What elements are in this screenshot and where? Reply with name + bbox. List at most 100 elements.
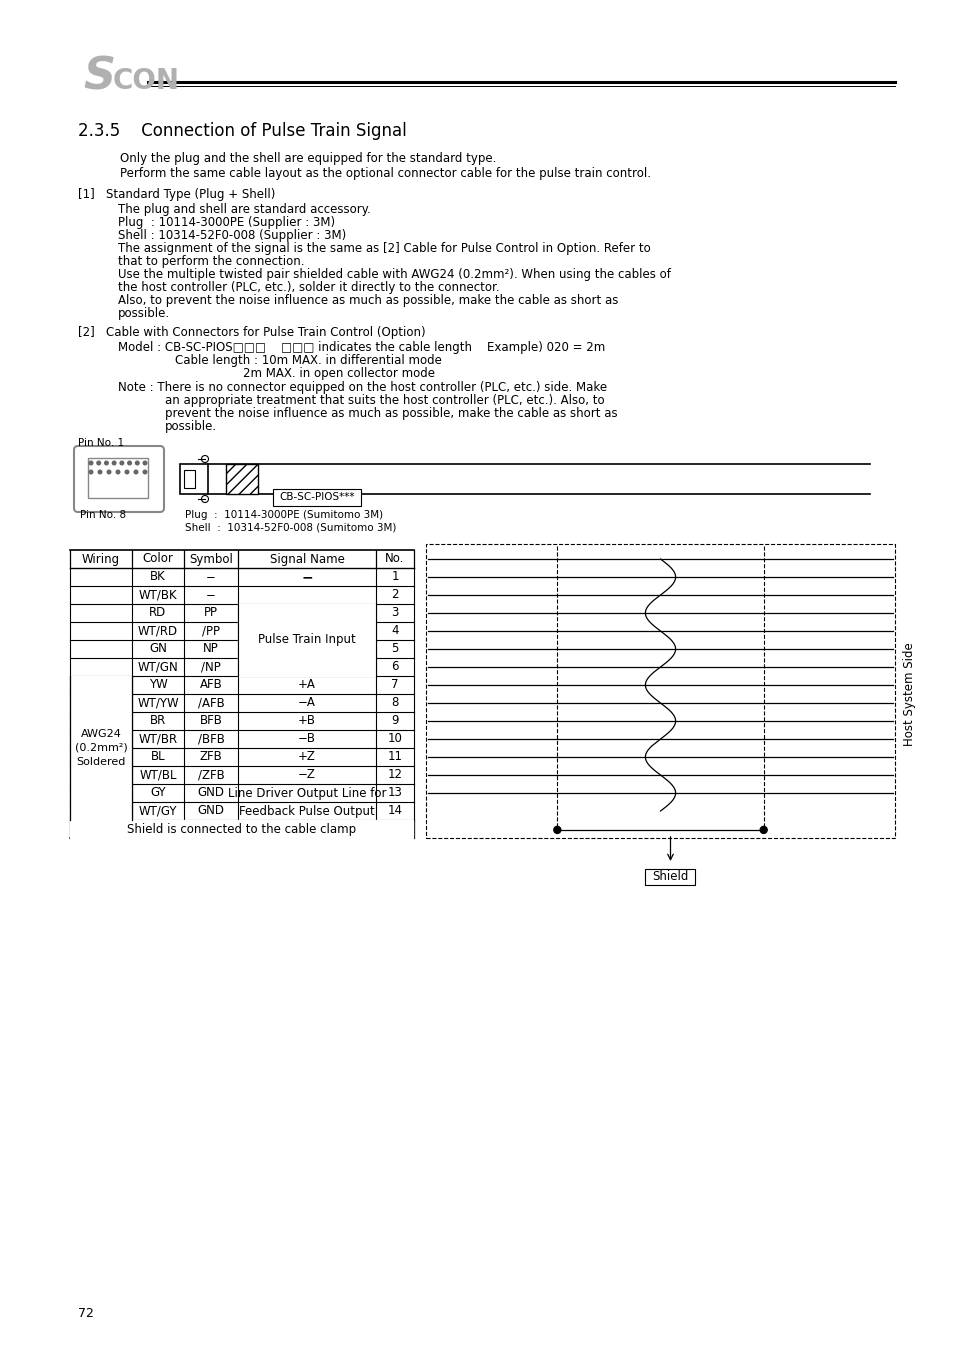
Text: 3: 3: [391, 606, 398, 620]
Text: S: S: [83, 55, 115, 99]
Text: The assignment of the signal is the same as [2] Cable for Pulse Control in Optio: The assignment of the signal is the same…: [118, 242, 650, 255]
Text: that to perform the connection.: that to perform the connection.: [118, 255, 304, 269]
Text: Also, to prevent the noise influence as much as possible, make the cable as shor: Also, to prevent the noise influence as …: [118, 294, 618, 306]
Text: Shell : 10314-52F0-008 (Supplier : 3M): Shell : 10314-52F0-008 (Supplier : 3M): [118, 230, 346, 242]
Bar: [273, 489, 360, 506]
Text: RD: RD: [150, 606, 167, 620]
Text: WT/GY: WT/GY: [138, 805, 177, 818]
Text: Chapter 2 Wiring: Chapter 2 Wiring: [9, 630, 18, 720]
Circle shape: [107, 470, 111, 474]
Text: Pin No. 1: Pin No. 1: [78, 437, 124, 448]
Text: No.: No.: [385, 552, 404, 566]
Bar: [226, 464, 257, 494]
Text: −Z: −Z: [297, 768, 315, 782]
Text: /BFB: /BFB: [197, 733, 224, 745]
Text: possible.: possible.: [165, 420, 217, 433]
Text: /PP: /PP: [202, 625, 220, 637]
Text: The plug and shell are standard accessory.: The plug and shell are standard accessor…: [118, 202, 371, 216]
Text: 14: 14: [387, 805, 402, 818]
Circle shape: [554, 826, 560, 833]
Circle shape: [97, 462, 100, 464]
Circle shape: [760, 826, 766, 833]
Bar: [645, 869, 695, 884]
Text: Color: Color: [142, 552, 173, 566]
Text: an appropriate treatment that suits the host controller (PLC, etc.). Also, to: an appropriate treatment that suits the …: [165, 394, 604, 406]
Circle shape: [128, 462, 132, 464]
Text: /NP: /NP: [201, 660, 221, 674]
Text: 2: 2: [391, 589, 398, 602]
Text: 13: 13: [387, 787, 402, 799]
Text: Shield is connected to the cable clamp: Shield is connected to the cable clamp: [128, 822, 356, 836]
Text: Pulse Train Input: Pulse Train Input: [258, 633, 355, 647]
Text: GY: GY: [150, 787, 166, 799]
Text: 6: 6: [391, 660, 398, 674]
Text: [2]   Cable with Connectors for Pulse Train Control (Option): [2] Cable with Connectors for Pulse Trai…: [78, 325, 425, 339]
Text: 2m MAX. in open collector mode: 2m MAX. in open collector mode: [243, 367, 435, 379]
Text: Wiring: Wiring: [82, 552, 120, 566]
Text: WT/RD: WT/RD: [138, 625, 178, 637]
Text: 2.3.5    Connection of Pulse Train Signal: 2.3.5 Connection of Pulse Train Signal: [78, 122, 406, 140]
Text: −: −: [301, 570, 313, 585]
Circle shape: [112, 462, 116, 464]
Text: Perform the same cable layout as the optional connector cable for the pulse trai: Perform the same cable layout as the opt…: [120, 167, 650, 180]
Bar: [426, 544, 894, 838]
Text: −B: −B: [297, 733, 315, 745]
Text: −: −: [206, 571, 215, 583]
Text: /AFB: /AFB: [197, 697, 224, 710]
Text: the host controller (PLC, etc.), solder it directly to the connector.: the host controller (PLC, etc.), solder …: [118, 281, 499, 294]
Text: Only the plug and the shell are equipped for the standard type.: Only the plug and the shell are equipped…: [120, 153, 496, 165]
Text: GN: GN: [149, 643, 167, 656]
Text: +B: +B: [297, 714, 315, 728]
Text: WT/GN: WT/GN: [137, 660, 178, 674]
Bar: [180, 464, 208, 494]
Bar: [88, 458, 148, 498]
Text: Shell  :  10314-52F0-008 (Sumitomo 3M): Shell : 10314-52F0-008 (Sumitomo 3M): [185, 522, 395, 533]
Text: −: −: [206, 589, 215, 602]
Text: Shield: Shield: [652, 871, 688, 883]
Circle shape: [134, 470, 137, 474]
Circle shape: [116, 470, 120, 474]
Circle shape: [143, 462, 147, 464]
Text: WT/BR: WT/BR: [138, 733, 177, 745]
Circle shape: [105, 462, 108, 464]
Text: AFB: AFB: [199, 679, 222, 691]
Circle shape: [143, 470, 147, 474]
Text: 7: 7: [391, 679, 398, 691]
Text: ZFB: ZFB: [199, 751, 222, 764]
Text: WT/BK: WT/BK: [138, 589, 177, 602]
Text: 4: 4: [391, 625, 398, 637]
Text: CB-SC-PIOS***: CB-SC-PIOS***: [279, 493, 355, 502]
Text: Symbol: Symbol: [189, 552, 233, 566]
Text: Plug  : 10114-3000PE (Supplier : 3M): Plug : 10114-3000PE (Supplier : 3M): [118, 216, 335, 230]
Text: Signal Name: Signal Name: [270, 552, 344, 566]
Circle shape: [90, 462, 92, 464]
Text: 12: 12: [387, 768, 402, 782]
Text: BFB: BFB: [199, 714, 222, 728]
Text: 8: 8: [391, 697, 398, 710]
Circle shape: [90, 470, 92, 474]
Text: CON: CON: [112, 68, 180, 94]
Text: Note : There is no connector equipped on the host controller (PLC, etc.) side. M: Note : There is no connector equipped on…: [118, 381, 606, 394]
Text: YW: YW: [149, 679, 167, 691]
Text: BK: BK: [150, 571, 166, 583]
Text: [1]   Standard Type (Plug + Shell): [1] Standard Type (Plug + Shell): [78, 188, 275, 201]
Circle shape: [98, 470, 102, 474]
Text: Line Driver Output Line for: Line Driver Output Line for: [228, 787, 386, 799]
Text: Feedback Pulse Output: Feedback Pulse Output: [239, 805, 375, 818]
Circle shape: [125, 470, 129, 474]
Circle shape: [135, 462, 139, 464]
Text: Host System Side: Host System Side: [902, 643, 915, 745]
Text: +Z: +Z: [297, 751, 315, 764]
Text: BR: BR: [150, 714, 166, 728]
Text: 1: 1: [391, 571, 398, 583]
Text: 10: 10: [387, 733, 402, 745]
Text: 11: 11: [387, 751, 402, 764]
Text: GND: GND: [197, 805, 224, 818]
Text: Plug  :  10114-3000PE (Sumitomo 3M): Plug : 10114-3000PE (Sumitomo 3M): [185, 510, 383, 520]
Text: 5: 5: [391, 643, 398, 656]
Text: Cable length : 10m MAX. in differential mode: Cable length : 10m MAX. in differential …: [174, 354, 441, 367]
Text: GND: GND: [197, 787, 224, 799]
Text: +A: +A: [297, 679, 315, 691]
Text: Model : CB-SC-PIOS□□□    □□□ indicates the cable length    Example) 020 = 2m: Model : CB-SC-PIOS□□□ □□□ indicates the …: [118, 342, 604, 354]
Text: NP: NP: [203, 643, 218, 656]
